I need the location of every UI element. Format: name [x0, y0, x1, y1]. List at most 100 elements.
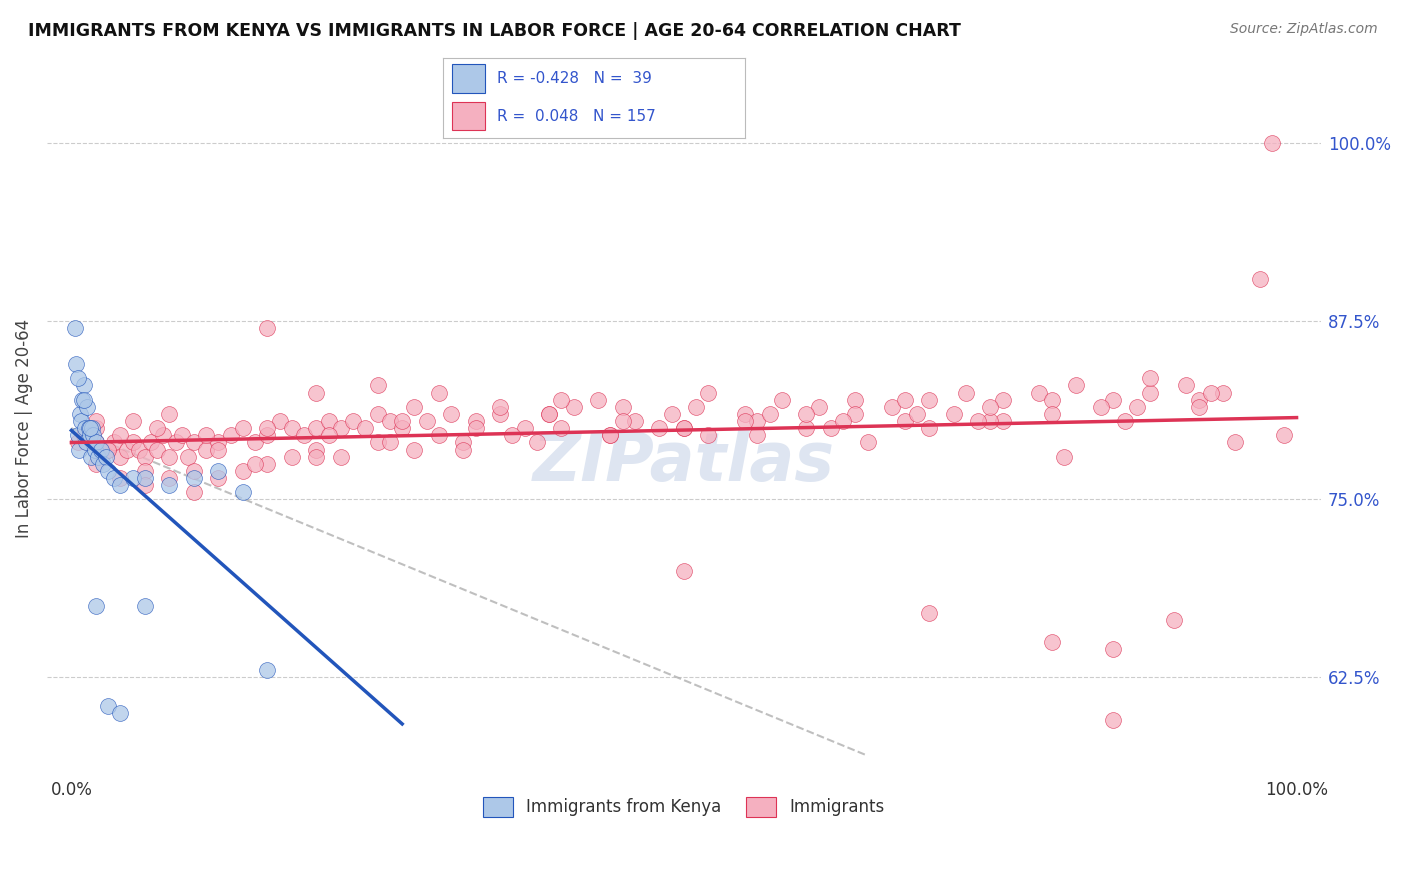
Point: [661, 407, 683, 421]
Point: [207, 435, 229, 450]
Point: [121, 435, 143, 450]
Point: [526, 435, 548, 450]
Point: [489, 400, 512, 414]
Point: [91, 442, 114, 457]
Point: [893, 414, 915, 428]
Point: [770, 392, 793, 407]
Point: [586, 392, 609, 407]
Point: [83, 442, 105, 457]
Point: [1175, 378, 1198, 392]
Point: [979, 414, 1001, 428]
Point: [134, 464, 156, 478]
Point: [84, 457, 107, 471]
Point: [453, 435, 475, 450]
Point: [796, 421, 818, 435]
Point: [404, 400, 426, 414]
Point: [152, 428, 174, 442]
Point: [79, 421, 101, 435]
Point: [207, 464, 229, 478]
Point: [72, 378, 94, 392]
Point: [75, 435, 97, 450]
Point: [453, 442, 475, 457]
Point: [72, 392, 94, 407]
Point: [672, 421, 695, 435]
Point: [305, 450, 328, 464]
Point: [157, 407, 180, 421]
Y-axis label: In Labor Force | Age 20-64: In Labor Force | Age 20-64: [15, 318, 32, 538]
Point: [1114, 414, 1136, 428]
Point: [685, 400, 707, 414]
Point: [807, 400, 830, 414]
Point: [128, 442, 150, 457]
Point: [318, 414, 340, 428]
Point: [489, 407, 512, 421]
Point: [207, 442, 229, 457]
Point: [97, 442, 120, 457]
Point: [84, 435, 107, 450]
Point: [110, 478, 132, 492]
Point: [697, 428, 720, 442]
Point: [1040, 635, 1063, 649]
Point: [367, 435, 389, 450]
Point: [75, 435, 97, 450]
Point: [281, 450, 304, 464]
Point: [427, 428, 450, 442]
Point: [232, 485, 254, 500]
Point: [378, 435, 401, 450]
Point: [72, 392, 94, 407]
Point: [243, 457, 266, 471]
Point: [378, 414, 401, 428]
Point: [918, 392, 941, 407]
Point: [820, 421, 842, 435]
Bar: [451, 64, 485, 93]
Point: [73, 421, 96, 435]
Point: [207, 471, 229, 485]
Point: [79, 428, 101, 442]
Point: [82, 421, 104, 435]
Point: [269, 414, 291, 428]
Point: [758, 407, 780, 421]
Point: [170, 428, 193, 442]
Point: [1187, 400, 1209, 414]
Point: [110, 706, 132, 720]
Point: [256, 457, 278, 471]
Point: [84, 435, 107, 450]
Point: [1090, 400, 1112, 414]
Point: [139, 435, 162, 450]
Point: [1053, 450, 1076, 464]
Point: [72, 428, 94, 442]
Point: [63, 321, 86, 335]
Point: [110, 428, 132, 442]
Point: [115, 442, 138, 457]
Point: [256, 321, 278, 335]
Point: [1225, 435, 1247, 450]
Point: [747, 414, 769, 428]
Point: [84, 599, 107, 614]
Point: [918, 421, 941, 435]
Point: [72, 428, 94, 442]
Point: [177, 450, 200, 464]
Point: [1101, 713, 1123, 727]
Point: [538, 407, 561, 421]
Point: [1040, 392, 1063, 407]
Point: [243, 435, 266, 450]
Point: [1028, 385, 1050, 400]
Point: [942, 407, 965, 421]
Point: [342, 414, 364, 428]
Point: [146, 421, 169, 435]
Point: [69, 407, 91, 421]
Point: [991, 392, 1014, 407]
Point: [219, 428, 242, 442]
Point: [404, 442, 426, 457]
Point: [103, 471, 125, 485]
Point: [183, 485, 205, 500]
Point: [391, 414, 413, 428]
Point: [991, 414, 1014, 428]
Point: [440, 407, 463, 421]
Point: [672, 421, 695, 435]
Point: [464, 414, 486, 428]
Point: [103, 435, 125, 450]
Point: [1040, 407, 1063, 421]
Point: [165, 435, 187, 450]
Point: [82, 428, 104, 442]
